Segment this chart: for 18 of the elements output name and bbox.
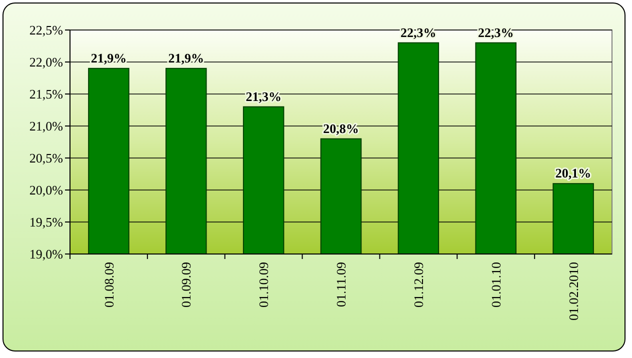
x-tick-label: 01.09.09	[178, 262, 194, 308]
y-tick-label: 20,0%	[29, 182, 64, 198]
y-tick-label: 21,5%	[29, 86, 64, 102]
y-tick-label: 21,0%	[29, 118, 64, 134]
x-tick-label: 01.10.09	[256, 262, 272, 308]
x-tick-label: 01.01.10	[488, 262, 504, 308]
x-tick-label: 01.11.09	[334, 262, 349, 308]
data-label: 21,9%	[90, 50, 127, 66]
y-tick-label: 20,5%	[29, 150, 64, 166]
data-label: 20,1%	[555, 166, 592, 181]
data-label: 21,9%	[168, 50, 204, 66]
y-tick-label: 19,0%	[29, 246, 64, 262]
x-tick-label: 01.12.09	[410, 262, 426, 308]
y-tick-label: 22,0%	[29, 54, 64, 70]
x-tick-label: 01.02.2010	[566, 262, 581, 320]
y-tick-label: 19,5%	[29, 214, 64, 230]
x-tick-label: 01.08.09	[101, 262, 116, 308]
y-tick-label: 22,5%	[29, 22, 64, 38]
